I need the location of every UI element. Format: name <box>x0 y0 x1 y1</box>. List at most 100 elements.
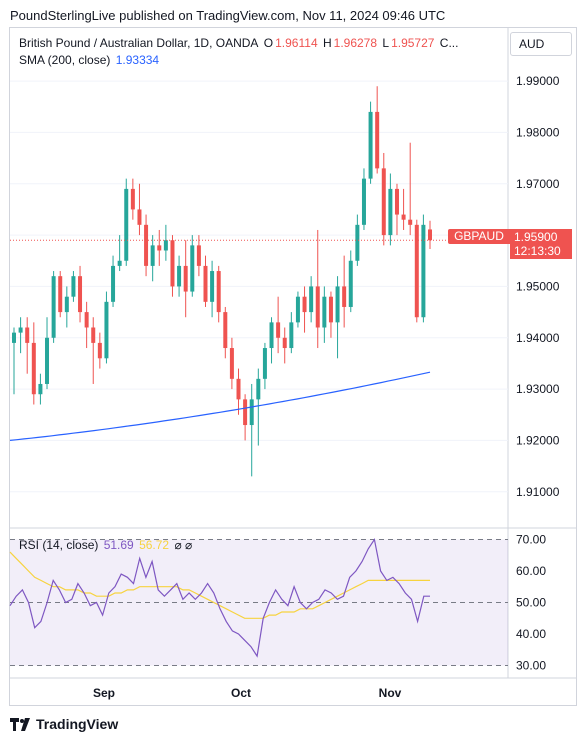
candle-body <box>144 224 149 266</box>
rsi-tick-label: 30.00 <box>516 659 546 673</box>
candle-body <box>302 296 307 313</box>
sma-label: SMA (200, close) <box>19 53 111 67</box>
sma-legend[interactable]: SMA (200, close) 1.93334 <box>19 53 161 67</box>
candle-body <box>256 378 261 400</box>
chart-frame[interactable] <box>9 27 577 706</box>
candle-body <box>157 245 162 251</box>
candle-body <box>282 337 287 349</box>
candle-body <box>229 348 234 379</box>
candle-body <box>309 286 314 313</box>
price-tick-label: 1.93000 <box>516 382 560 396</box>
time-axis-label: Sep <box>93 686 115 700</box>
symbol-price-tag: GBPAUD <box>448 229 510 244</box>
candle-body <box>177 265 182 287</box>
open-value: 1.96114 <box>275 36 318 50</box>
candle-body <box>170 240 175 287</box>
last-price-value: 1.95900 <box>514 230 558 244</box>
candle-body <box>97 342 102 359</box>
bar-countdown: 12:13:30 <box>514 244 561 258</box>
rsi-tick-label: 70.00 <box>516 532 546 546</box>
candle-body <box>368 111 373 179</box>
time-axis-label: Oct <box>231 686 251 700</box>
price-tick-label: 1.94000 <box>516 331 560 345</box>
price-tick-label: 1.92000 <box>516 433 560 447</box>
high-value: 1.96278 <box>333 36 378 50</box>
open-label: O <box>263 36 274 50</box>
candle-body <box>31 342 36 395</box>
candle-body <box>196 245 201 266</box>
currency-selector[interactable]: AUD <box>510 32 572 56</box>
rsi-tick-label: 60.00 <box>516 564 546 578</box>
candle-body <box>381 168 386 236</box>
candle-body <box>91 327 96 343</box>
candles <box>12 86 432 477</box>
rsi-value: 51.69 <box>103 538 134 552</box>
rsi-ma-value: 56.72 <box>139 538 170 552</box>
candle-body <box>322 296 327 328</box>
candle-body <box>84 312 89 328</box>
tradingview-logo-icon <box>10 717 30 731</box>
candle-body <box>289 322 294 349</box>
rsi-line <box>9 537 430 658</box>
candle-body <box>124 188 129 261</box>
rsi-tick-label: 40.00 <box>516 627 546 641</box>
candle-body <box>428 229 432 241</box>
candle-body <box>25 327 30 343</box>
candle-body <box>262 348 267 379</box>
candle-body <box>12 332 16 343</box>
rsi-ma-line <box>9 551 430 619</box>
candle-body <box>276 322 281 338</box>
candle-body <box>71 276 76 297</box>
candle-body <box>269 322 274 349</box>
rsi-panel <box>9 537 508 667</box>
rsi-label: RSI (14, close) <box>19 538 99 552</box>
candle-body <box>315 286 320 328</box>
price-tick-label: 1.95000 <box>516 279 560 293</box>
time-axis-label: Nov <box>379 686 402 700</box>
candle-body <box>355 224 360 261</box>
candle-body <box>243 399 248 426</box>
candle-body <box>348 260 353 307</box>
candle-body <box>375 111 380 169</box>
last-price-label: 1.95900 12:13:30 <box>510 229 572 259</box>
candle-body <box>38 383 43 395</box>
candle-body <box>249 399 254 426</box>
symbol-legend[interactable]: British Pound / Australian Dollar, 1D, O… <box>19 36 460 50</box>
rsi-tick-label: 50.00 <box>516 596 546 610</box>
candle-body <box>45 337 50 384</box>
candle-body <box>190 245 195 292</box>
low-label: L <box>382 36 390 50</box>
tradingview-footer[interactable]: TradingView <box>10 716 118 732</box>
candle-body <box>295 296 300 323</box>
candle-body <box>328 296 333 323</box>
candle-body <box>223 312 228 349</box>
candle-body <box>236 378 241 400</box>
candle-body <box>130 188 135 210</box>
candle-body <box>78 276 83 313</box>
candle-body <box>163 240 168 251</box>
candle-body <box>414 224 419 318</box>
price-tick-label: 1.98000 <box>516 125 560 139</box>
close-label: C... <box>439 36 459 50</box>
candle-body <box>117 260 122 266</box>
sma-value: 1.93334 <box>115 53 160 67</box>
footer-brand: TradingView <box>36 716 119 732</box>
candle-body <box>203 265 208 302</box>
candle-body <box>137 209 142 225</box>
low-value: 1.95727 <box>391 36 435 50</box>
candle-body <box>361 178 366 225</box>
candle-body <box>51 276 56 338</box>
hidden-icons[interactable]: ⌀ ⌀ <box>174 538 193 552</box>
candle-body <box>183 265 188 292</box>
candle-body <box>342 286 347 307</box>
price-tick-label: 1.99000 <box>516 74 560 88</box>
rsi-legend[interactable]: RSI (14, close) 51.69 56.72 ⌀ ⌀ <box>19 538 194 552</box>
price-tick-label: 1.97000 <box>516 177 560 191</box>
price-tick-label: 1.91000 <box>516 485 560 499</box>
candle-body <box>104 301 109 359</box>
candle-body <box>216 271 221 313</box>
symbol-title: British Pound / Australian Dollar, 1D, O… <box>19 36 259 50</box>
sma-line <box>9 371 431 441</box>
high-label: H <box>322 36 332 50</box>
